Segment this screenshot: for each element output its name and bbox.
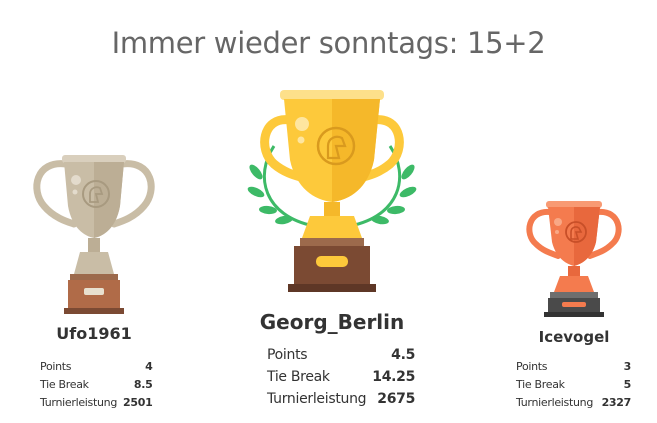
stat-value: 4: [145, 359, 153, 373]
stat-label: Turnierleistung: [40, 395, 118, 409]
stat-value: 5: [623, 377, 632, 391]
stat-label: Points: [516, 359, 548, 373]
stat-row-tie-break: Tie Break 5: [516, 375, 631, 393]
stat-value: 2327: [601, 395, 632, 409]
stats-table-third: Points 3 Tie Break 5 Turnierleistung 232…: [516, 357, 631, 411]
stat-label: Points: [267, 347, 308, 363]
stat-row-points: Points 3: [516, 357, 631, 375]
gold-trophy-icon: [247, 90, 417, 292]
player-name-first[interactable]: Georg_Berlin: [259, 310, 405, 334]
stat-row-tie-break: Tie Break 8.5: [40, 375, 153, 393]
stat-label: Tie Break: [40, 377, 89, 391]
stat-value: 2501: [123, 395, 153, 409]
bronze-trophy-icon: [526, 201, 622, 317]
stat-row-tie-break: Tie Break 14.25: [267, 366, 415, 388]
stat-value: 2675: [377, 391, 416, 407]
stat-row-points: Points 4.5: [267, 344, 415, 366]
stat-row-performance: Turnierleistung 2501: [40, 393, 153, 411]
stat-row-performance: Turnierleistung 2327: [516, 393, 631, 411]
stat-value: 14.25: [372, 369, 416, 385]
silver-trophy-icon: [33, 155, 155, 314]
page-title: Immer wieder sonntags: 15+2: [111, 26, 546, 60]
player-name-third[interactable]: Icevogel: [538, 328, 610, 346]
stat-value: 3: [623, 359, 632, 373]
stat-value: 8.5: [133, 377, 153, 391]
stat-label: Points: [40, 359, 72, 373]
stat-value: 4.5: [391, 347, 416, 363]
stat-label: Tie Break: [267, 369, 330, 385]
stats-table-second: Points 4 Tie Break 8.5 Turnierleistung 2…: [40, 357, 153, 411]
stat-label: Turnierleistung: [267, 391, 367, 407]
player-name-second[interactable]: Ufo1961: [56, 324, 132, 343]
stats-table-first: Points 4.5 Tie Break 14.25 Turnierleistu…: [267, 344, 415, 410]
stat-row-points: Points 4: [40, 357, 153, 375]
stat-row-performance: Turnierleistung 2675: [267, 388, 415, 410]
stat-label: Turnierleistung: [516, 395, 594, 409]
stat-label: Tie Break: [516, 377, 565, 391]
